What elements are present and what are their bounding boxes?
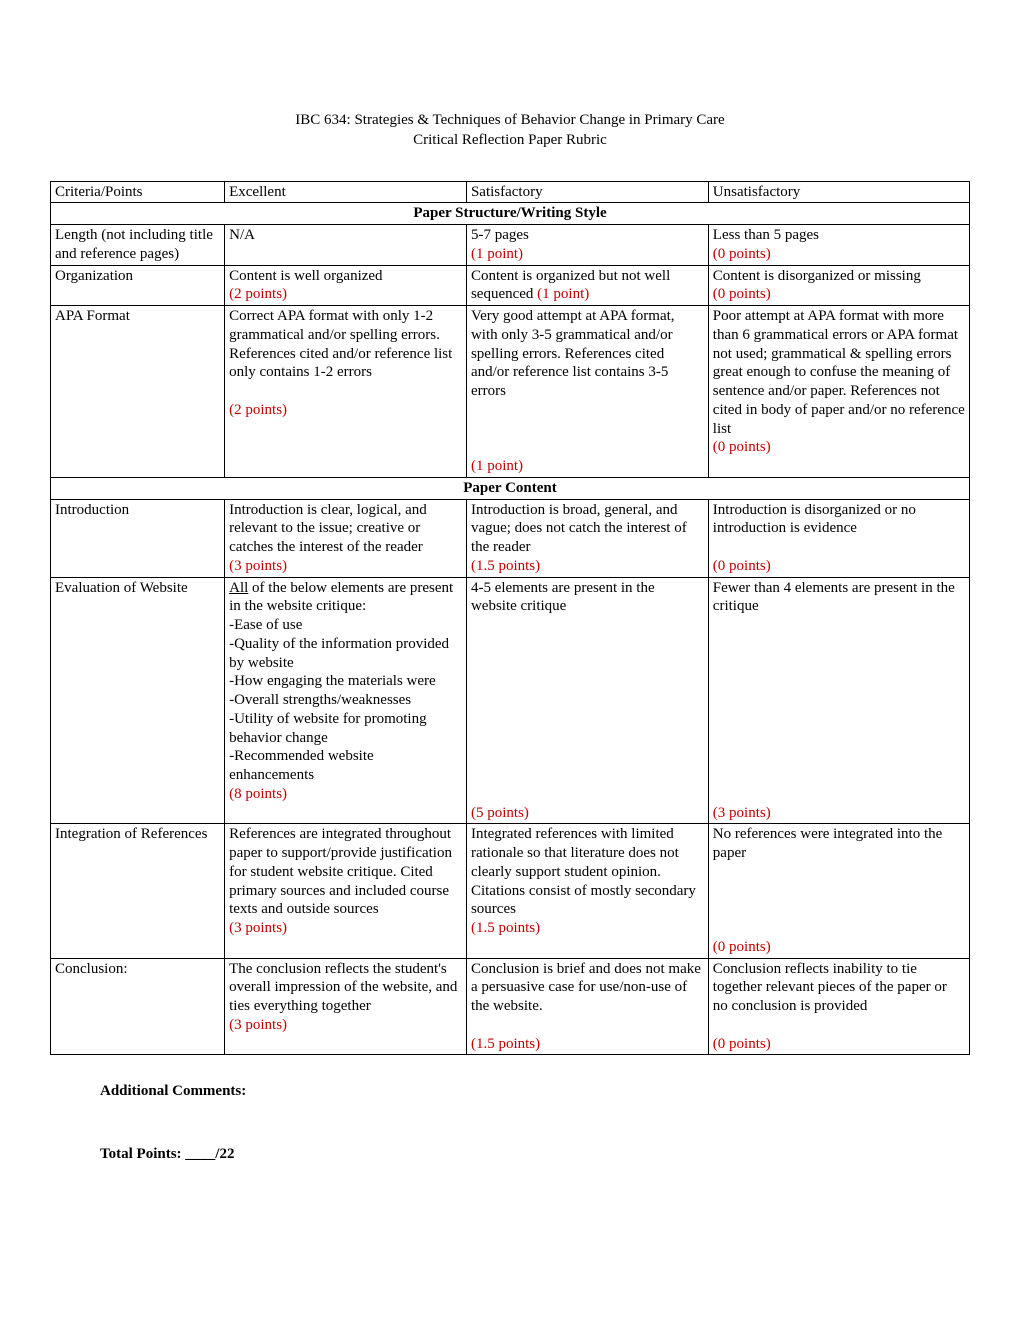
cell-text: References are integrated throughout pap… xyxy=(229,826,452,917)
title-block: IBC 634: Strategies & Techniques of Beha… xyxy=(50,110,970,151)
cell-text: Correct APA format with only 1-2 grammat… xyxy=(229,308,452,380)
cell-text: Introduction is clear, logical, and rele… xyxy=(229,502,427,556)
cell-points: (3 points) xyxy=(229,558,287,574)
cell-points: (0 points) xyxy=(713,246,771,262)
cell-excellent: All of the below elements are present in… xyxy=(225,577,467,824)
cell-unsatisfactory: Fewer than 4 elements are present in the… xyxy=(708,577,969,824)
cell-text: Very good attempt at APA format, with on… xyxy=(471,308,675,399)
cell-lead: All xyxy=(229,580,248,596)
cell-satisfactory: 5-7 pages (1 point) xyxy=(466,225,708,266)
cell-text: 4-5 elements are present in the website … xyxy=(471,580,655,615)
cell-satisfactory: Very good attempt at APA format, with on… xyxy=(466,306,708,478)
criteria-label: Evaluation of Website xyxy=(51,577,225,824)
rubric-table: Criteria/Points Excellent Satisfactory U… xyxy=(50,181,970,1056)
cell-unsatisfactory: Conclusion reflects inability to tie tog… xyxy=(708,958,969,1055)
cell-text: Fewer than 4 elements are present in the… xyxy=(713,580,955,615)
cell-unsatisfactory: Poor attempt at APA format with more tha… xyxy=(708,306,969,478)
row-references: Integration of References References are… xyxy=(51,824,970,958)
cell-points: (0 points) xyxy=(713,1036,771,1052)
row-introduction: Introduction Introduction is clear, logi… xyxy=(51,499,970,577)
rubric-title: Critical Reflection Paper Rubric xyxy=(50,130,970,150)
footer: Additional Comments: Total Points: ____/… xyxy=(50,1083,970,1163)
cell-text: Introduction is broad, general, and vagu… xyxy=(471,502,687,556)
cell-excellent: Content is well organized (2 points) xyxy=(225,265,467,306)
cell-points: (2 points) xyxy=(229,402,287,418)
cell-points: (1.5 points) xyxy=(471,920,540,936)
cell-points: (1 point) xyxy=(471,458,523,474)
cell-satisfactory: Content is organized but not well sequen… xyxy=(466,265,708,306)
cell-excellent: References are integrated throughout pap… xyxy=(225,824,467,958)
cell-excellent: N/A xyxy=(225,225,467,266)
cell-excellent: Introduction is clear, logical, and rele… xyxy=(225,499,467,577)
cell-points: (0 points) xyxy=(713,439,771,455)
criteria-label: APA Format xyxy=(51,306,225,478)
cell-points: (0 points) xyxy=(713,939,771,955)
criteria-label: Introduction xyxy=(51,499,225,577)
cell-points: (1.5 points) xyxy=(471,1036,540,1052)
course-title: IBC 634: Strategies & Techniques of Beha… xyxy=(50,110,970,130)
criteria-label: Length (not including title and referenc… xyxy=(51,225,225,266)
cell-excellent: Correct APA format with only 1-2 grammat… xyxy=(225,306,467,478)
cell-points: (1 point) xyxy=(471,246,523,262)
criteria-label: Organization xyxy=(51,265,225,306)
row-length: Length (not including title and referenc… xyxy=(51,225,970,266)
cell-text: No references were integrated into the p… xyxy=(713,826,942,861)
row-apa: APA Format Correct APA format with only … xyxy=(51,306,970,478)
cell-points: (2 points) xyxy=(229,286,287,302)
cell-satisfactory: Integrated references with limited ratio… xyxy=(466,824,708,958)
header-criteria: Criteria/Points xyxy=(51,181,225,203)
cell-text: Conclusion is brief and does not make a … xyxy=(471,961,701,1015)
cell-points: (0 points) xyxy=(713,558,771,574)
cell-text: N/A xyxy=(229,227,255,243)
cell-unsatisfactory: Introduction is disorganized or no intro… xyxy=(708,499,969,577)
additional-comments-label: Additional Comments: xyxy=(100,1083,970,1100)
cell-text: The conclusion reflects the student's ov… xyxy=(229,961,457,1015)
criteria-label: Conclusion: xyxy=(51,958,225,1055)
criteria-label: Integration of References xyxy=(51,824,225,958)
header-satisfactory: Satisfactory xyxy=(466,181,708,203)
row-evaluation: Evaluation of Website All of the below e… xyxy=(51,577,970,824)
cell-text: Less than 5 pages xyxy=(713,227,819,243)
cell-points: (3 points) xyxy=(229,920,287,936)
cell-unsatisfactory: No references were integrated into the p… xyxy=(708,824,969,958)
cell-text: Poor attempt at APA format with more tha… xyxy=(713,308,965,437)
cell-points: (0 points) xyxy=(713,286,771,302)
cell-unsatisfactory: Content is disorganized or missing (0 poi… xyxy=(708,265,969,306)
section-content: Paper Content xyxy=(51,477,970,499)
row-conclusion: Conclusion: The conclusion reflects the … xyxy=(51,958,970,1055)
cell-points: (1 point) xyxy=(537,286,589,302)
cell-satisfactory: Conclusion is brief and does not make a … xyxy=(466,958,708,1055)
cell-excellent: The conclusion reflects the student's ov… xyxy=(225,958,467,1055)
cell-text: 5-7 pages xyxy=(471,227,529,243)
cell-text: Content is disorganized or missing xyxy=(713,268,921,284)
cell-text: Introduction is disorganized or no intro… xyxy=(713,502,916,537)
cell-text: Content is well organized xyxy=(229,268,382,284)
row-organization: Organization Content is well organized (2… xyxy=(51,265,970,306)
section-structure: Paper Structure/Writing Style xyxy=(51,203,970,225)
cell-text: Integrated references with limited ratio… xyxy=(471,826,696,917)
cell-satisfactory: 4-5 elements are present in the website … xyxy=(466,577,708,824)
total-points-label: Total Points: ____/22 xyxy=(100,1146,970,1163)
header-excellent: Excellent xyxy=(225,181,467,203)
cell-text: of the below elements are present in the… xyxy=(229,580,453,784)
cell-points: (3 points) xyxy=(229,1017,287,1033)
cell-unsatisfactory: Less than 5 pages (0 points) xyxy=(708,225,969,266)
cell-points: (1.5 points) xyxy=(471,558,540,574)
cell-text: Conclusion reflects inability to tie tog… xyxy=(713,961,947,1015)
header-row: Criteria/Points Excellent Satisfactory U… xyxy=(51,181,970,203)
cell-points: (3 points) xyxy=(713,805,771,821)
cell-satisfactory: Introduction is broad, general, and vagu… xyxy=(466,499,708,577)
cell-points: (5 points) xyxy=(471,805,529,821)
header-unsatisfactory: Unsatisfactory xyxy=(708,181,969,203)
cell-points: (8 points) xyxy=(229,786,287,802)
